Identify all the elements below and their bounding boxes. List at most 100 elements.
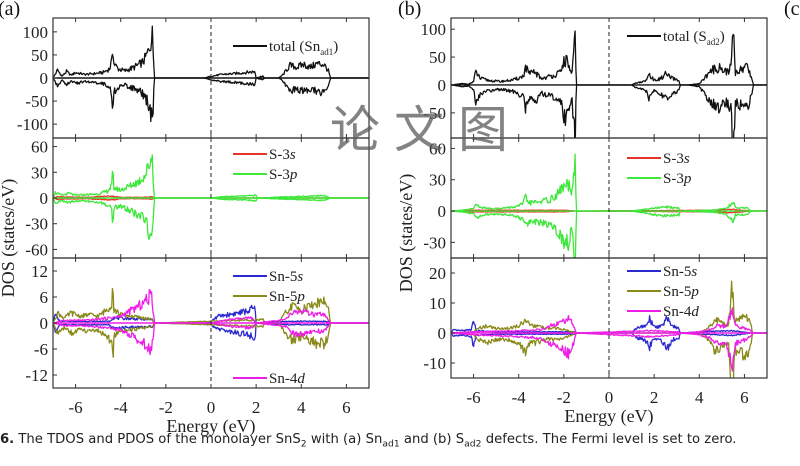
x-tick-label: -6 — [466, 388, 480, 407]
y-tick-label: 60 — [429, 139, 446, 158]
caption-sub-3: ad2 — [464, 438, 482, 450]
legend-label-main: total (Sn — [269, 39, 321, 55]
y-tick-label: 100 — [23, 23, 49, 42]
legend-label-sn-5s: Sn-5s — [663, 264, 697, 280]
y-tick-label: -50 — [423, 104, 446, 123]
series-line-sn-4d-spin-up — [451, 307, 767, 334]
x-tick-label: -6 — [68, 398, 82, 417]
x-tick-label: -2 — [159, 398, 173, 417]
legend-label-main: Sn-5 — [269, 269, 297, 285]
legend-label-orbital: s — [290, 147, 296, 163]
legend-label-orbital: s — [684, 151, 690, 167]
x-tick-label: -2 — [557, 388, 571, 407]
y-tick-label: 0 — [438, 324, 447, 343]
legend-label-end: ) — [333, 39, 338, 55]
y-tick-label: 12 — [31, 262, 48, 281]
legend-label-sn-4d: Sn-4d — [663, 304, 699, 320]
legend-label-orbital: p — [683, 171, 692, 187]
x-tick-label: 4 — [297, 398, 306, 417]
series-line-sn-4d-spin-down — [451, 332, 767, 372]
legend-label-main: Sn-4 — [269, 371, 298, 387]
caption-text-4: defects. The Fermi level is set to zero. — [481, 432, 737, 447]
y-tick-label: 50 — [31, 46, 48, 65]
y-tick-label: -60 — [25, 240, 48, 259]
legend-label-main: S-3 — [663, 151, 684, 167]
legend-label-main: Sn-5 — [663, 264, 691, 280]
y-tick-label: -30 — [423, 233, 446, 252]
y-tick-label: 0 — [40, 314, 49, 333]
y-tick-label: -50 — [25, 92, 48, 111]
y-tick-label: 30 — [429, 171, 446, 190]
legend-label-main: S-3 — [663, 171, 684, 187]
y-tick-label: 0 — [438, 202, 447, 221]
y-axis-label: DOS (states/eV) — [0, 179, 19, 297]
x-tick-label: 2 — [252, 398, 261, 417]
y-tick-label: 20 — [429, 264, 446, 283]
y-tick-label: -100 — [17, 115, 48, 134]
legend-label-end: ) — [720, 29, 725, 45]
legend-label-orbital: p — [690, 284, 699, 300]
legend-label-orbital: s — [691, 264, 697, 280]
caption-number: 6. — [0, 432, 15, 447]
x-tick-label: 6 — [740, 388, 749, 407]
y-tick-label: 50 — [429, 48, 446, 67]
x-tick-label: 4 — [695, 388, 704, 407]
y-tick-label: -12 — [25, 366, 48, 385]
legend-label-orbital: p — [296, 289, 305, 305]
legend-label-orbital: d — [297, 371, 305, 387]
x-tick-label: 2 — [650, 388, 659, 407]
legend-label-orbital: s — [297, 269, 303, 285]
y-tick-label: 100 — [421, 20, 447, 39]
x-tick-label: 6 — [342, 398, 351, 417]
legend-label-sn-4d: Sn-4d — [269, 371, 305, 387]
legend-label-subscript: ad1 — [320, 47, 333, 57]
panel-label-c-partial: (c — [784, 0, 800, 20]
legend-label-s-3s: S-3s — [663, 151, 690, 167]
legend-label-total-sn-ad1-: total (Snad1) — [269, 39, 338, 57]
caption-text-1: The TDOS and PDOS of the monolayer SnS — [14, 432, 301, 447]
legend-label-s-3p: S-3p — [663, 171, 692, 187]
y-tick-label: -6 — [34, 340, 48, 359]
caption-sub-1: 2 — [300, 438, 307, 450]
legend-label-sn-5p: Sn-5p — [269, 289, 305, 305]
y-tick-label: 30 — [31, 163, 48, 182]
caption-text-3: and (b) S — [399, 432, 465, 447]
x-tick-label: -4 — [114, 398, 129, 417]
legend-label-s-3p: S-3p — [269, 167, 298, 183]
subplot-total: -50 0 50 100 total (Sad2) — [421, 17, 768, 139]
y-tick-label: 0 — [40, 69, 49, 88]
caption-sub-2: ad1 — [382, 438, 400, 450]
legend-label-orbital: d — [691, 304, 699, 320]
y-axis-label: DOS (states/eV) — [396, 174, 417, 292]
x-tick-label: 0 — [207, 398, 216, 417]
caption-text-2: with (a) Sn — [306, 432, 383, 447]
legend-label-subscript: ad2 — [707, 37, 720, 47]
y-tick-label: -10 — [423, 354, 446, 373]
x-tick-label: 0 — [605, 388, 614, 407]
y-tick-label: -30 — [25, 215, 48, 234]
legend-label-sn-5s: Sn-5s — [269, 269, 303, 285]
x-axis-label: Energy (eV) — [564, 406, 653, 427]
subplot-total: -100 -50 0 50 100 total (Snad1) — [17, 17, 370, 139]
x-tick-label: -4 — [512, 388, 527, 407]
y-tick-label: 60 — [31, 138, 48, 157]
panel-label-b: (b) — [398, 0, 422, 20]
series-line-total-sn-ad1--spin-down — [53, 77, 369, 123]
x-axis-label: Energy (eV) — [166, 416, 255, 437]
y-tick-label: 6 — [40, 288, 49, 307]
y-tick-label: 10 — [429, 294, 446, 313]
legend-label-main: Sn-4 — [663, 304, 692, 320]
legend-label-main: Sn-5 — [663, 284, 691, 300]
legend-label-main: S-3 — [269, 147, 290, 163]
legend-label-s-3s: S-3s — [269, 147, 296, 163]
y-tick-label: 0 — [438, 76, 447, 95]
legend-label-orbital: p — [289, 167, 298, 183]
legend-label-total-s-ad2-: total (Sad2) — [663, 29, 725, 47]
